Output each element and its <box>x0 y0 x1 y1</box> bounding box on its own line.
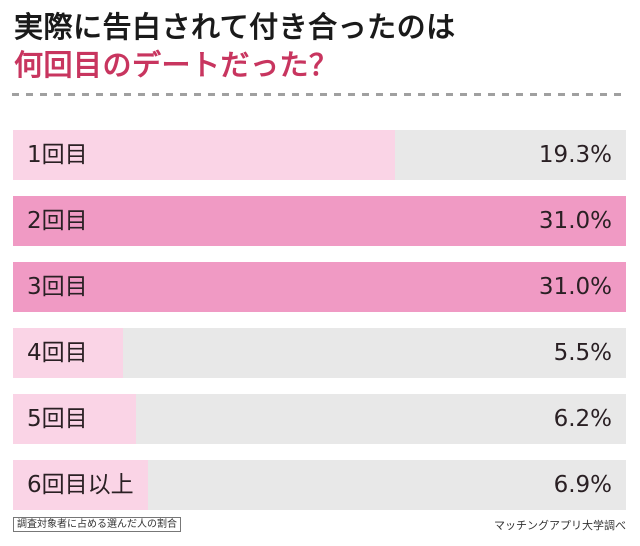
bar-fill <box>13 328 123 378</box>
bar-fill <box>13 262 626 312</box>
bar-label: 2回目 <box>27 208 88 234</box>
bar-label: 1回目 <box>27 142 88 168</box>
chart-title-line2: 何回目のデートだった？ <box>14 48 339 82</box>
bar-value: 31.0% <box>538 274 612 300</box>
bar-label: 6回目以上 <box>27 472 134 498</box>
bar-value: 6.9% <box>553 472 612 498</box>
bar-label: 5回目 <box>27 406 88 432</box>
bar-fill <box>13 130 395 180</box>
bar-row-1: 1回目 19.3% <box>13 130 626 180</box>
bar-row-2: 2回目 31.0% <box>13 196 626 246</box>
bar-row-3: 3回目 31.0% <box>13 262 626 312</box>
bar-fill <box>13 394 137 444</box>
dashed-divider <box>12 93 628 96</box>
bar-label: 3回目 <box>27 274 88 300</box>
source-credit: マッチングアプリ大学調べ <box>494 519 626 532</box>
bar-row-6: 6回目以上 6.9% <box>13 460 626 510</box>
bar-value: 6.2% <box>553 406 612 432</box>
bar-row-4: 4回目 5.5% <box>13 328 626 378</box>
footnote-box: 調査対象者に占める選んだ人の割合 <box>13 517 181 532</box>
bar-value: 19.3% <box>538 142 612 168</box>
bar-fill <box>13 460 148 510</box>
bar-row-5: 5回目 6.2% <box>13 394 626 444</box>
bar-fill <box>13 196 626 246</box>
bar-label: 4回目 <box>27 340 88 366</box>
bar-chart: 1回目 19.3% 2回目 31.0% 3回目 31.0% 4回目 5.5% 5… <box>13 130 626 526</box>
chart-title-line1: 実際に告白されて付き合ったのは <box>14 10 456 44</box>
bar-value: 31.0% <box>538 208 612 234</box>
bar-value: 5.5% <box>553 340 612 366</box>
